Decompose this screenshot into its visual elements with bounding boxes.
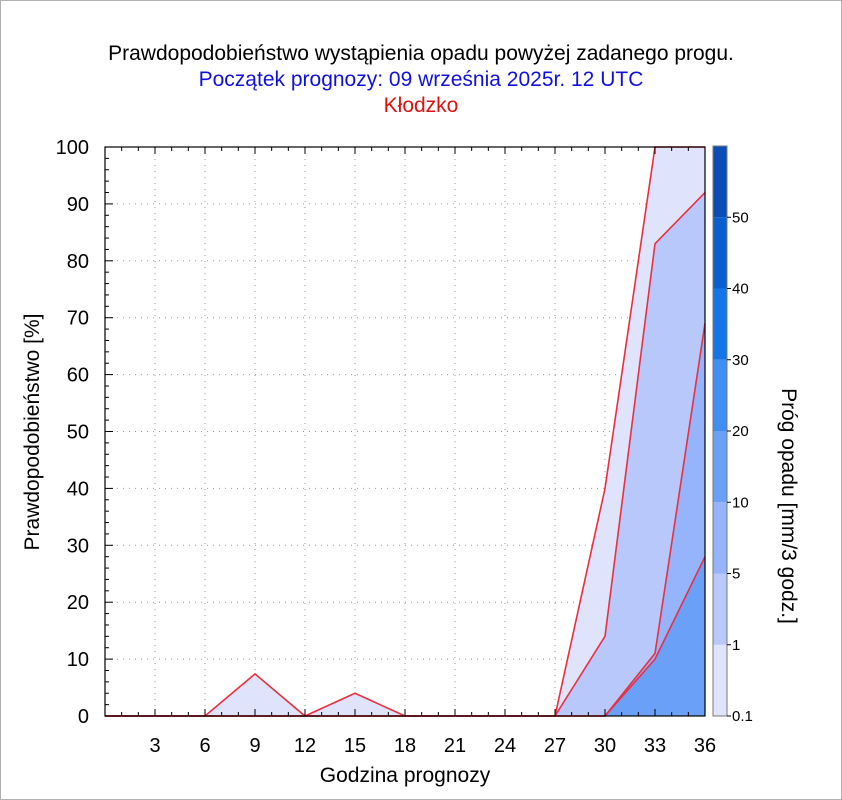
x-tick-label: 33 [644, 735, 666, 757]
axes-layer: 3 6 9 12 15 18 21 24 27 30 33 360102030405060708090… [56, 137, 717, 757]
colorbar-band-3 [713, 431, 727, 503]
colorbar-label: Próg opadu [mm/3 godz.] [777, 388, 800, 624]
y-tick-label: 20 [67, 592, 89, 614]
y-tick-label: 10 [67, 649, 89, 671]
area-threshold-1 [105, 192, 705, 716]
colorbar-band-6 [713, 217, 727, 289]
x-tick-label: 3 [149, 735, 160, 757]
y-tick-label: 60 [67, 365, 89, 387]
colorbar: 0.1 1 5 10 20 30 40 50 [712, 145, 753, 725]
y-tick-label: 100 [56, 137, 89, 159]
colorbar-tick-label: 40 [732, 281, 749, 298]
area-threshold-10 [105, 556, 705, 716]
colorbar-band-1 [713, 573, 727, 645]
colorbar-band-4 [713, 359, 727, 431]
y-tick-label: 90 [67, 194, 89, 216]
x-tick-label: 9 [249, 735, 260, 757]
colorbar-tick-label: 30 [732, 352, 749, 369]
x-tick-label: 6 [199, 735, 210, 757]
colorbar-tick-label: 50 [732, 209, 749, 226]
colorbar-tick-label: 1 [732, 637, 740, 654]
x-tick-label: 21 [444, 735, 466, 757]
colorbar-band-0 [713, 644, 727, 716]
x-tick-label: 30 [594, 735, 616, 757]
y-tick-label: 50 [67, 422, 89, 444]
colorbar-tick-label: 20 [732, 423, 749, 440]
x-tick-label: 24 [494, 735, 516, 757]
chart-subtitle: Początek prognozy: 09 września 2025r. 12… [198, 68, 644, 91]
colorbar-band-7 [713, 146, 727, 218]
y-tick-label: 80 [67, 251, 89, 273]
y-tick-label: 70 [67, 308, 89, 330]
x-tick-label: 36 [694, 735, 716, 757]
colorbar-band-5 [713, 288, 727, 360]
y-tick-label: 40 [67, 478, 89, 500]
colorbar-band-2 [713, 502, 727, 574]
chart-title: Prawdopodobieństwo wystąpienia opadu pow… [108, 42, 734, 65]
x-axis-label: Godzina prognozy [320, 764, 491, 787]
x-tick-label: 18 [394, 735, 416, 757]
colorbar-tick-label: 10 [732, 494, 749, 511]
station-name: Kłodzko [383, 94, 459, 117]
y-axis-label: Prawdopodobieństwo [%] [21, 314, 44, 551]
x-tick-label: 15 [344, 735, 366, 757]
y-tick-label: 0 [78, 706, 89, 728]
x-tick-label: 12 [294, 735, 316, 757]
y-tick-label: 30 [67, 535, 89, 557]
colorbar-tick-label: 0.1 [732, 708, 753, 725]
colorbar-tick-label: 5 [732, 566, 740, 583]
x-tick-label: 27 [544, 735, 566, 757]
